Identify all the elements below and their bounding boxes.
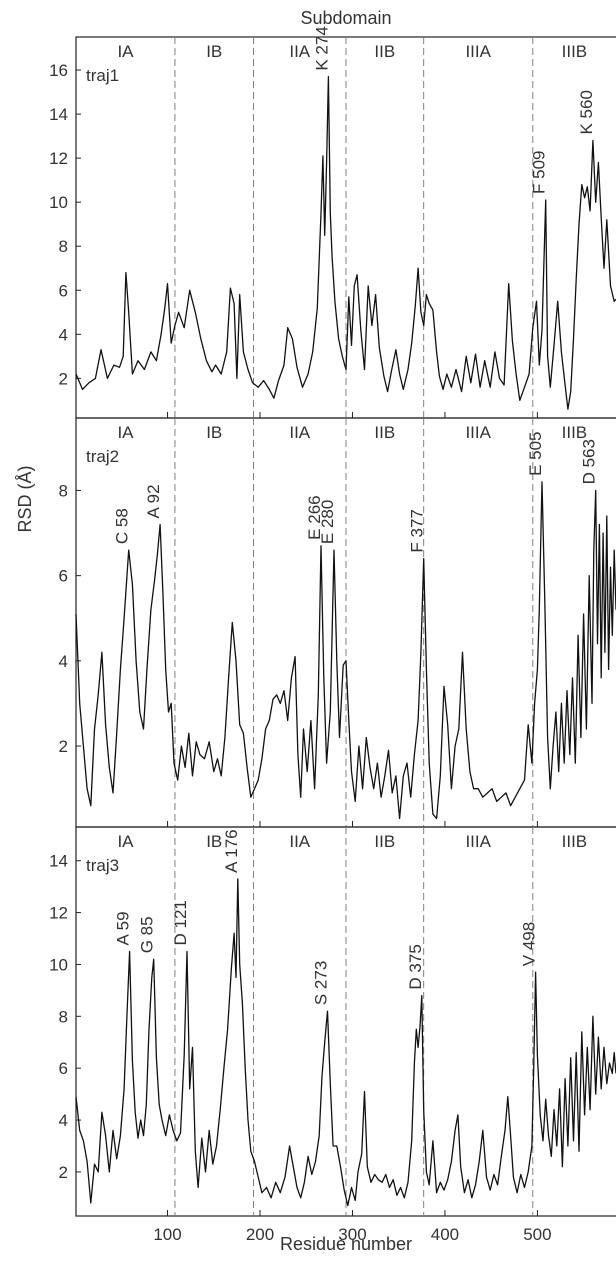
- y-tick-label: 8: [59, 1007, 68, 1026]
- subdomain-label: IB: [206, 42, 222, 61]
- y-tick-label: 6: [59, 281, 68, 300]
- subdomain-label: IIIB: [562, 42, 588, 61]
- subdomain-label: IIA: [289, 832, 310, 851]
- peak-label: A 92: [144, 484, 163, 518]
- rsd-series-line: [75, 481, 616, 820]
- peak-label: F 509: [530, 150, 549, 193]
- panel-traj3: IA IB IIA IIB IIIA IIIB 2 4 6 8 10 12 14 traj3 A 59 G 8…: [49, 826, 616, 1217]
- y-tick-label: 12: [49, 904, 68, 923]
- panel-traj1: IA IB IIA IIB IIIA IIIB 2 4 6 8 10 12 14 16 traj1 K 274…: [49, 26, 616, 419]
- peak-label: K 274: [312, 26, 331, 70]
- y-tick-label: 4: [59, 1111, 68, 1130]
- peak-label: D 563: [580, 439, 599, 484]
- peak-label: C 58: [113, 508, 132, 544]
- peak-label: D 121: [171, 900, 190, 945]
- subdomain-label: IIIB: [562, 423, 588, 442]
- rsd-series-line: [75, 75, 616, 410]
- x-tick-label: 300: [338, 1225, 366, 1244]
- x-tick-label: 200: [246, 1225, 274, 1244]
- subdomain-label: IB: [206, 832, 222, 851]
- subdomain-label: IIIA: [465, 423, 491, 442]
- y-tick-label: 2: [59, 1163, 68, 1182]
- subdomain-label: IA: [117, 42, 134, 61]
- panels-group: IA IB IIA IIB IIIA IIIB 2 4 6 8 10 12 14 16 traj1 K 274…: [49, 26, 616, 1244]
- peak-label: A 176: [222, 829, 241, 873]
- peak-label: V 498: [520, 922, 539, 966]
- subdomain-label: IIA: [289, 423, 310, 442]
- y-tick-label: 14: [49, 105, 68, 124]
- y-tick-label: 10: [49, 955, 68, 974]
- panel-traj2: IA IB IIA IIB IIIA IIIB 2 4 6 8 traj2 C 58 A 92 E 266…: [59, 417, 616, 828]
- trajectory-label: traj3: [86, 856, 119, 875]
- x-axis-title: Residue number: [280, 1234, 412, 1254]
- x-tick-label: 100: [153, 1225, 181, 1244]
- rsd-series-line: [75, 878, 616, 1207]
- subdomain-label: IA: [117, 832, 134, 851]
- subdomain-label: IA: [117, 423, 134, 442]
- trajectory-label: traj2: [86, 447, 119, 466]
- trajectory-label: traj1: [86, 66, 119, 85]
- y-tick-label: 4: [59, 652, 68, 671]
- x-tick-label: 500: [523, 1225, 551, 1244]
- peak-label: A 59: [114, 911, 133, 945]
- y-tick-label: 10: [49, 193, 68, 212]
- peak-label: F 377: [408, 509, 427, 552]
- peak-label: K 560: [577, 90, 596, 134]
- subdomain-label: IIB: [374, 423, 395, 442]
- subdomain-label: IIIA: [465, 42, 491, 61]
- subdomain-axis-title: Subdomain: [300, 8, 391, 28]
- y-tick-label: 12: [49, 149, 68, 168]
- subdomain-label: IIB: [374, 832, 395, 851]
- subdomain-label: IIA: [289, 42, 310, 61]
- subdomain-label: IIB: [374, 42, 395, 61]
- y-tick-label: 2: [59, 737, 68, 756]
- y-tick-label: 6: [59, 1059, 68, 1078]
- y-tick-label: 8: [59, 481, 68, 500]
- y-tick-label: 2: [59, 369, 68, 388]
- y-tick-label: 8: [59, 237, 68, 256]
- peak-label: G 85: [138, 916, 157, 953]
- x-tick-label: 400: [431, 1225, 459, 1244]
- y-axis-title: RSD (Å): [15, 466, 35, 533]
- peak-label: D 375: [406, 944, 425, 989]
- peak-label: E 280: [318, 500, 337, 544]
- peak-label: E 505: [526, 431, 545, 475]
- subdomain-label: IIIA: [465, 832, 491, 851]
- peak-label: E 266: [305, 495, 324, 539]
- y-tick-label: 16: [49, 61, 68, 80]
- subdomain-label: IIIB: [562, 832, 588, 851]
- peak-label: S 273: [312, 961, 331, 1005]
- panel-frame: [75, 826, 616, 1217]
- y-tick-label: 4: [59, 325, 68, 344]
- y-tick-label: 14: [49, 852, 68, 871]
- subdomain-label: IB: [206, 423, 222, 442]
- y-tick-label: 6: [59, 567, 68, 586]
